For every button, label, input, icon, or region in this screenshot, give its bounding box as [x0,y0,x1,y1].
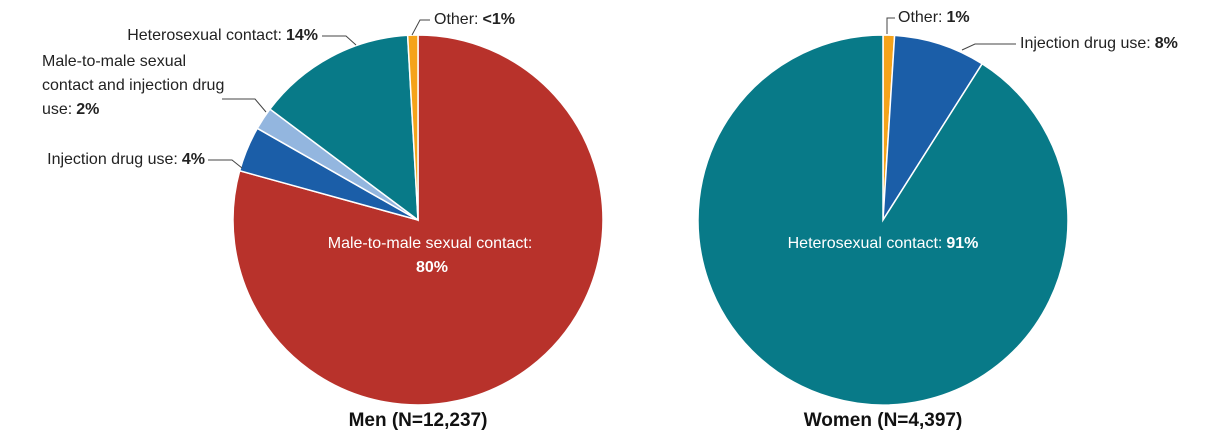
pie-slice [268,34,419,222]
leader-line [961,43,1016,51]
value-label: 1% [946,9,970,26]
value-label: 80% [415,259,449,276]
slice-label: Male-to-male sexual contact: 80% [317,232,547,280]
value-label: 2% [76,101,100,118]
pie-slice [882,34,984,221]
leader-line [411,19,430,36]
leader-line [886,17,895,34]
leader-line [322,35,357,46]
leader-line [208,159,243,169]
slice-label: Heterosexual contact: 91% [783,232,983,256]
value-label: <1% [482,11,515,28]
value-label: 91% [946,235,979,252]
slice-label: Other: 1% [898,6,1038,30]
category-label: Heterosexual contact: [787,235,943,252]
value-label: 14% [285,27,318,44]
category-label: Injection drug use: [1020,35,1151,52]
chart-title: Women (N=4,397) [803,410,963,431]
category-label: Other: [898,9,943,26]
chart-title: Men (N=12,237) [348,410,488,431]
category-label: Male-to-male sexual contact and injectio… [42,53,225,118]
slice-label: Other: <1% [434,8,574,32]
category-label: Injection drug use: [47,151,178,168]
category-label: Heterosexual contact: [127,27,282,44]
slice-label: Male-to-male sexual contact and injectio… [42,50,227,122]
slice-label: Injection drug use: 8% [1020,32,1217,56]
leader-line [222,98,267,113]
pie-slice [406,34,419,221]
value-label: 4% [181,151,205,168]
pie-slice [697,34,1069,406]
category-label: Other: [434,11,479,28]
category-label: Male-to-male sexual contact: [327,235,533,252]
value-label: 8% [1154,35,1178,52]
slice-label: Heterosexual contact: 14% [58,24,318,48]
slice-label: Injection drug use: 4% [0,148,205,172]
